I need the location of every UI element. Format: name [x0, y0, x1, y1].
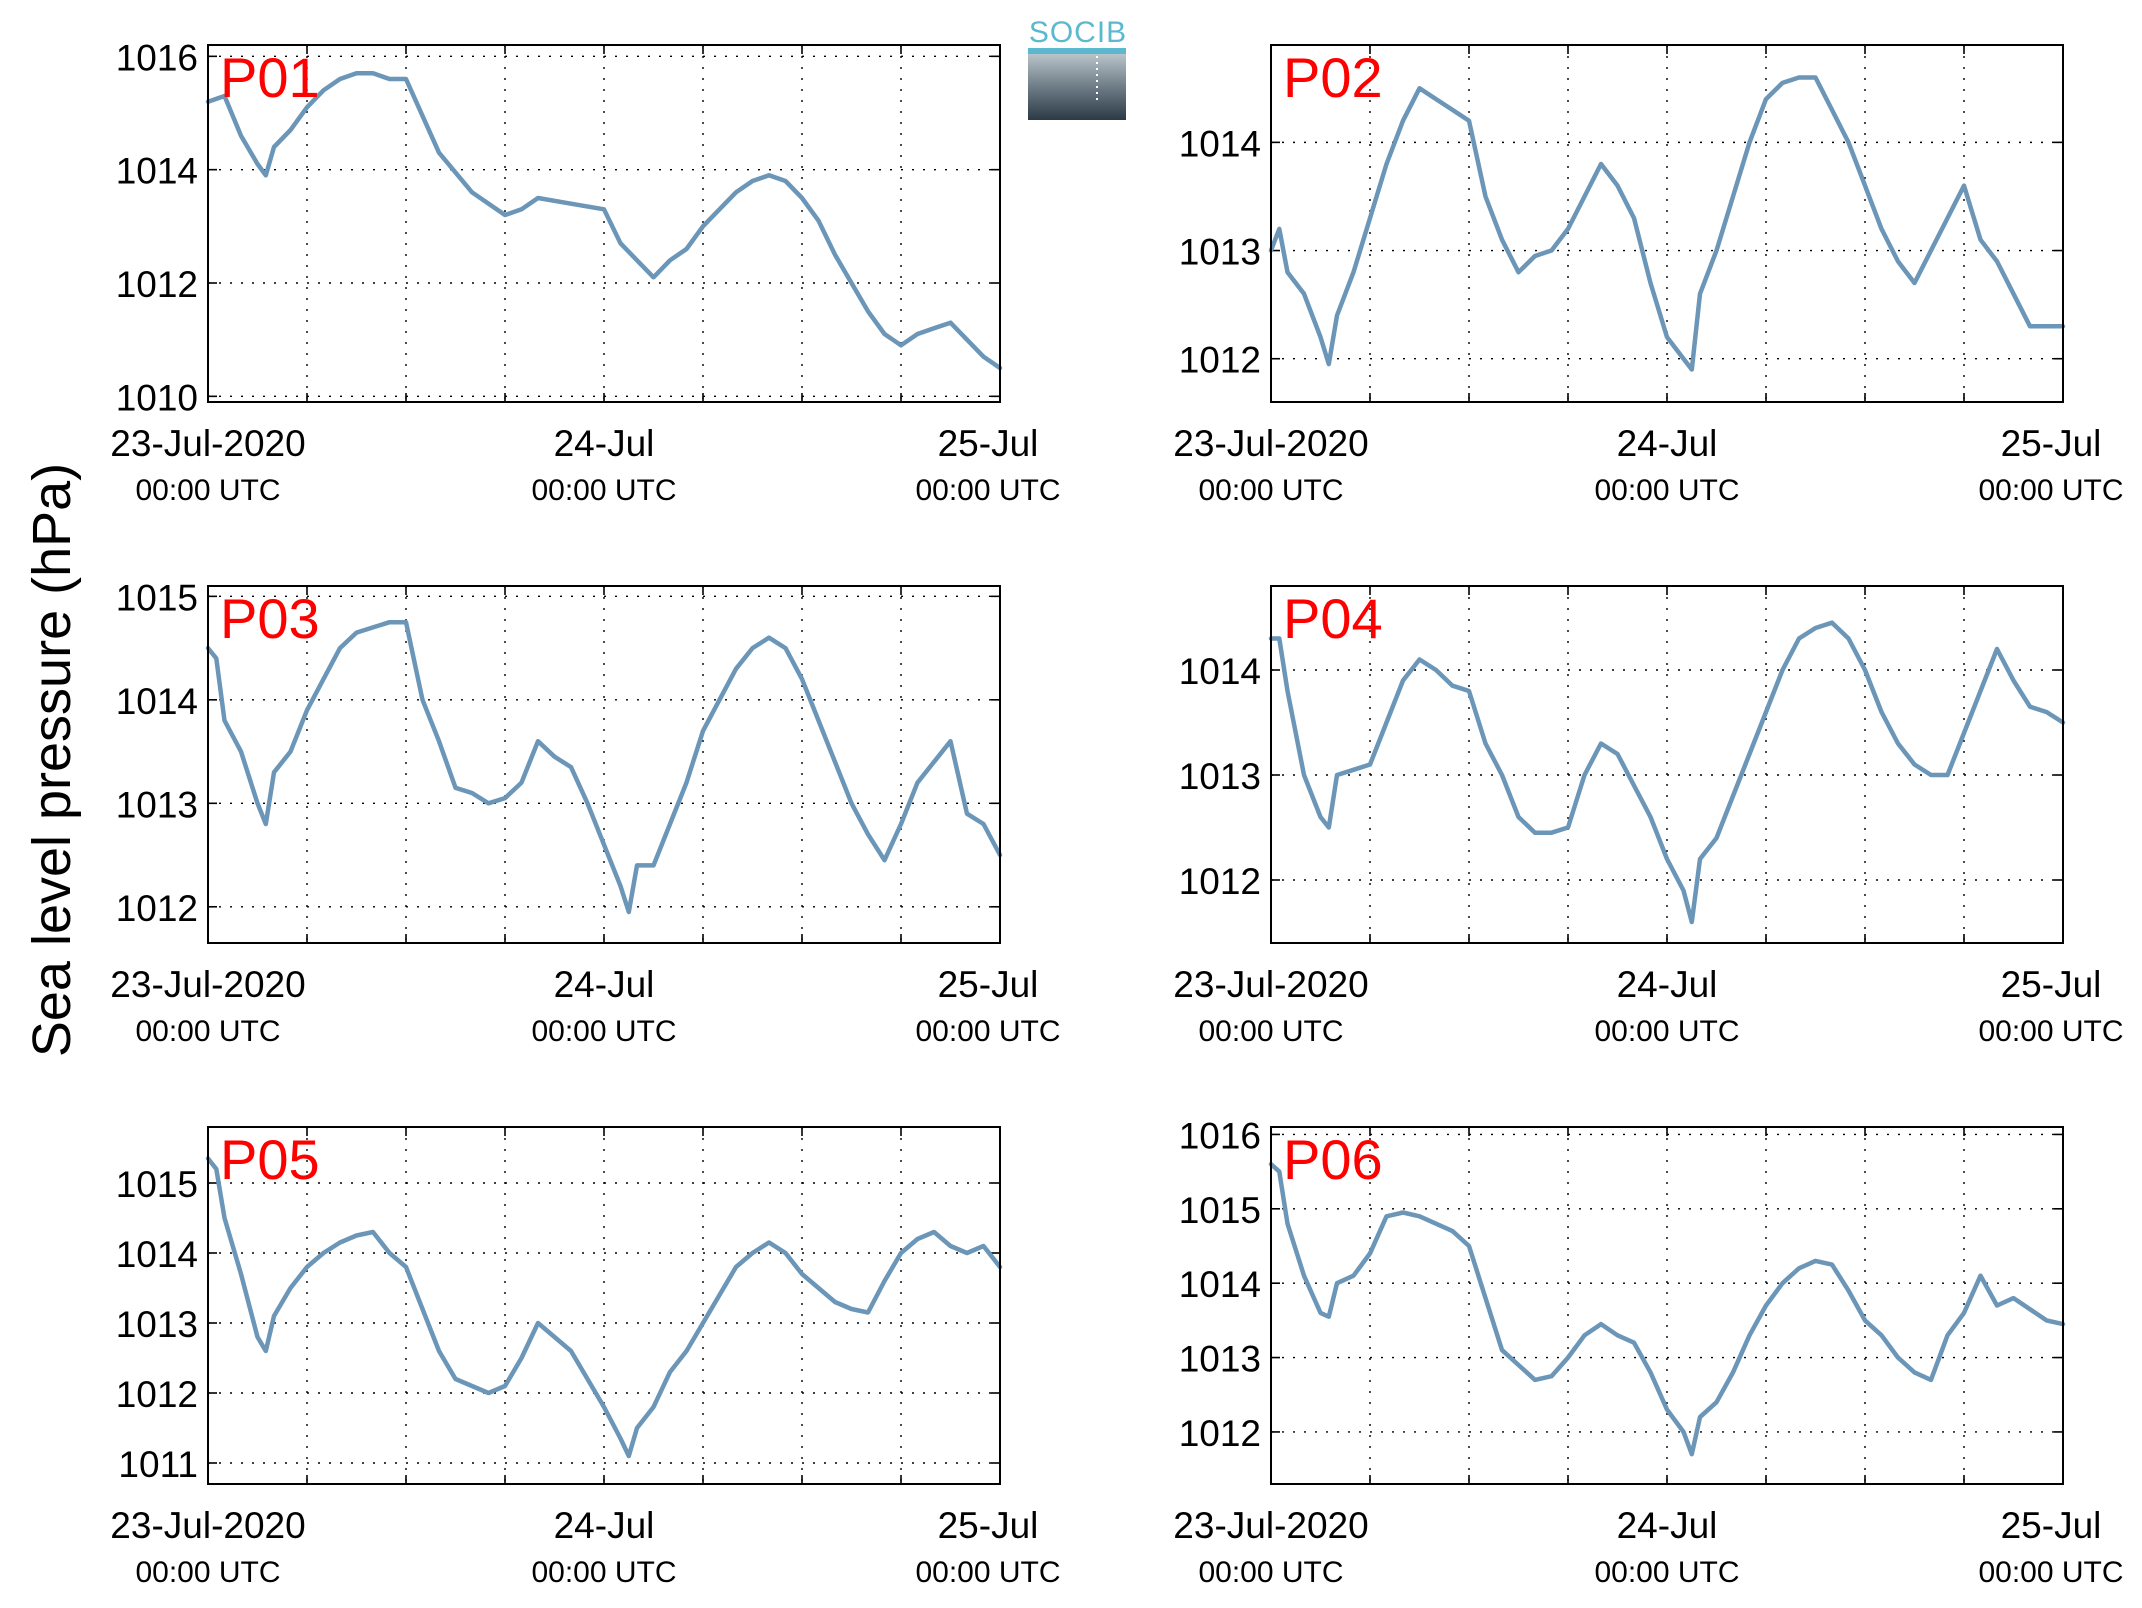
x-tick-date: 23-Jul-2020	[110, 964, 305, 1005]
panel-label-p02: P02	[1283, 46, 1383, 109]
plot-frame	[207, 44, 1001, 403]
x-tick-time: 00:00 UTC	[531, 1556, 676, 1589]
x-tick-date: 23-Jul-2020	[110, 423, 305, 464]
socib-logo-text: SOCIB	[1029, 16, 1127, 49]
x-tick-date: 23-Jul-2020	[1173, 1505, 1368, 1546]
x-tick-date: 23-Jul-2020	[1173, 964, 1368, 1005]
figure-y-axis-label: Sea level pressure (hPa)	[22, 463, 82, 1057]
x-tick-date: 25-Jul	[938, 964, 1039, 1005]
panel-p06: 1012 1013 1014 1015 1016 P06 23-Jul-2020 00:00 …	[1173, 1115, 2123, 1589]
panel-p05: 1011 1012 1013 1014 1015 P05 23-Jul-2020 00:00 …	[110, 1126, 1061, 1589]
panel-p01: 1010 1012 1014 1016 P01 23-Jul-2020 00:00 UTC 2…	[110, 37, 1060, 507]
y-tick-label: 1012	[1179, 340, 1261, 381]
x-tick-date: 24-Jul	[554, 964, 655, 1005]
x-tick-time: 00:00 UTC	[1978, 1015, 2123, 1048]
x-tick-date: 25-Jul	[2001, 1505, 2102, 1546]
x-tick-date: 24-Jul	[554, 423, 655, 464]
x-tick-date: 24-Jul	[1617, 1505, 1718, 1546]
x-tick-time: 00:00 UTC	[1594, 1015, 1739, 1048]
x-tick-time: 00:00 UTC	[915, 474, 1060, 507]
y-tick-label: 1012	[1179, 1413, 1261, 1454]
plot-frame	[207, 585, 1001, 944]
y-tick-label: 1016	[1179, 1115, 1261, 1156]
y-tick-label: 1011	[118, 1444, 198, 1485]
y-tick-label: 1014	[1179, 123, 1261, 164]
x-tick-time: 00:00 UTC	[135, 1556, 280, 1589]
series-line-p03	[205, 619, 1003, 915]
y-tick-label: 1015	[116, 1164, 198, 1205]
x-tick-time: 00:00 UTC	[531, 474, 676, 507]
y-tick-label: 1010	[116, 377, 198, 418]
plot-area	[208, 586, 1000, 943]
plot-frame	[207, 1126, 1001, 1485]
panel-p02: 1012 1013 1014 P02 23-Jul-2020 00:00 UTC 24-Ju…	[1173, 44, 2124, 507]
x-tick-date: 23-Jul-2020	[110, 1505, 305, 1546]
series-line-p02	[1268, 75, 2066, 372]
x-tick-time: 00:00 UTC	[135, 1015, 280, 1048]
plot-area	[208, 1127, 1000, 1484]
panel-label-p01: P01	[220, 46, 320, 109]
plot-frame	[1270, 585, 2064, 944]
panel-label-p06: P06	[1283, 1128, 1383, 1191]
x-tick-time: 00:00 UTC	[531, 1015, 676, 1048]
x-tick-time: 00:00 UTC	[1978, 474, 2123, 507]
y-tick-label: 1013	[116, 784, 198, 825]
y-tick-label: 1012	[116, 888, 198, 929]
x-tick-date: 23-Jul-2020	[1173, 423, 1368, 464]
x-tick-time: 00:00 UTC	[1198, 1556, 1343, 1589]
x-tick-time: 00:00 UTC	[1594, 1556, 1739, 1589]
plot-frame	[1270, 1126, 2064, 1485]
x-tick-date: 24-Jul	[1617, 423, 1718, 464]
y-tick-label: 1016	[116, 37, 198, 78]
x-tick-time: 00:00 UTC	[1198, 474, 1343, 507]
plot-frame	[1270, 44, 2064, 403]
series-line-p05	[205, 1156, 1003, 1459]
series-line-p01	[205, 71, 1003, 371]
y-tick-label: 1014	[116, 151, 198, 192]
socib-logo: SOCIB	[1028, 16, 1127, 120]
x-tick-time: 00:00 UTC	[1978, 1556, 2123, 1589]
x-tick-time: 00:00 UTC	[915, 1015, 1060, 1048]
plot-area	[1271, 1127, 2063, 1484]
series-line-p04	[1268, 620, 2066, 925]
plot-area	[1271, 586, 2063, 943]
panel-p04: 1012 1013 1014 P04 23-Jul-2020 00:00 UTC 24-Ju…	[1173, 585, 2124, 1048]
panel-label-p03: P03	[220, 587, 320, 650]
x-tick-date: 25-Jul	[2001, 423, 2102, 464]
y-tick-label: 1014	[116, 1234, 198, 1275]
y-tick-label: 1012	[1179, 861, 1261, 902]
socib-logo-block	[1028, 54, 1126, 120]
x-tick-date: 24-Jul	[554, 1505, 655, 1546]
series-line-p06	[1268, 1161, 2066, 1457]
x-tick-date: 25-Jul	[2001, 964, 2102, 1005]
panel-p03: 1012 1013 1014 1015 P03 23-Jul-2020 00:00 UTC 2…	[110, 577, 1060, 1048]
y-tick-label: 1013	[1179, 1339, 1261, 1380]
x-tick-time: 00:00 UTC	[135, 474, 280, 507]
y-tick-label: 1013	[1179, 756, 1261, 797]
x-tick-date: 25-Jul	[938, 423, 1039, 464]
plot-area	[208, 45, 1000, 402]
y-tick-label: 1012	[116, 1374, 198, 1415]
panel-label-p04: P04	[1283, 587, 1383, 650]
y-tick-label: 1012	[116, 264, 198, 305]
x-tick-time: 00:00 UTC	[1594, 474, 1739, 507]
socib-logo-bar	[1028, 48, 1126, 54]
x-tick-time: 00:00 UTC	[1198, 1015, 1343, 1048]
y-tick-label: 1014	[1179, 651, 1261, 692]
y-tick-label: 1015	[116, 577, 198, 618]
y-tick-label: 1015	[1179, 1190, 1261, 1231]
panel-label-p05: P05	[220, 1128, 320, 1191]
y-tick-label: 1013	[1179, 232, 1261, 273]
x-tick-date: 25-Jul	[938, 1505, 1039, 1546]
x-tick-time: 00:00 UTC	[915, 1556, 1060, 1589]
y-tick-label: 1014	[1179, 1264, 1261, 1305]
y-tick-label: 1013	[116, 1304, 198, 1345]
y-tick-label: 1014	[116, 681, 198, 722]
x-tick-date: 24-Jul	[1617, 964, 1718, 1005]
